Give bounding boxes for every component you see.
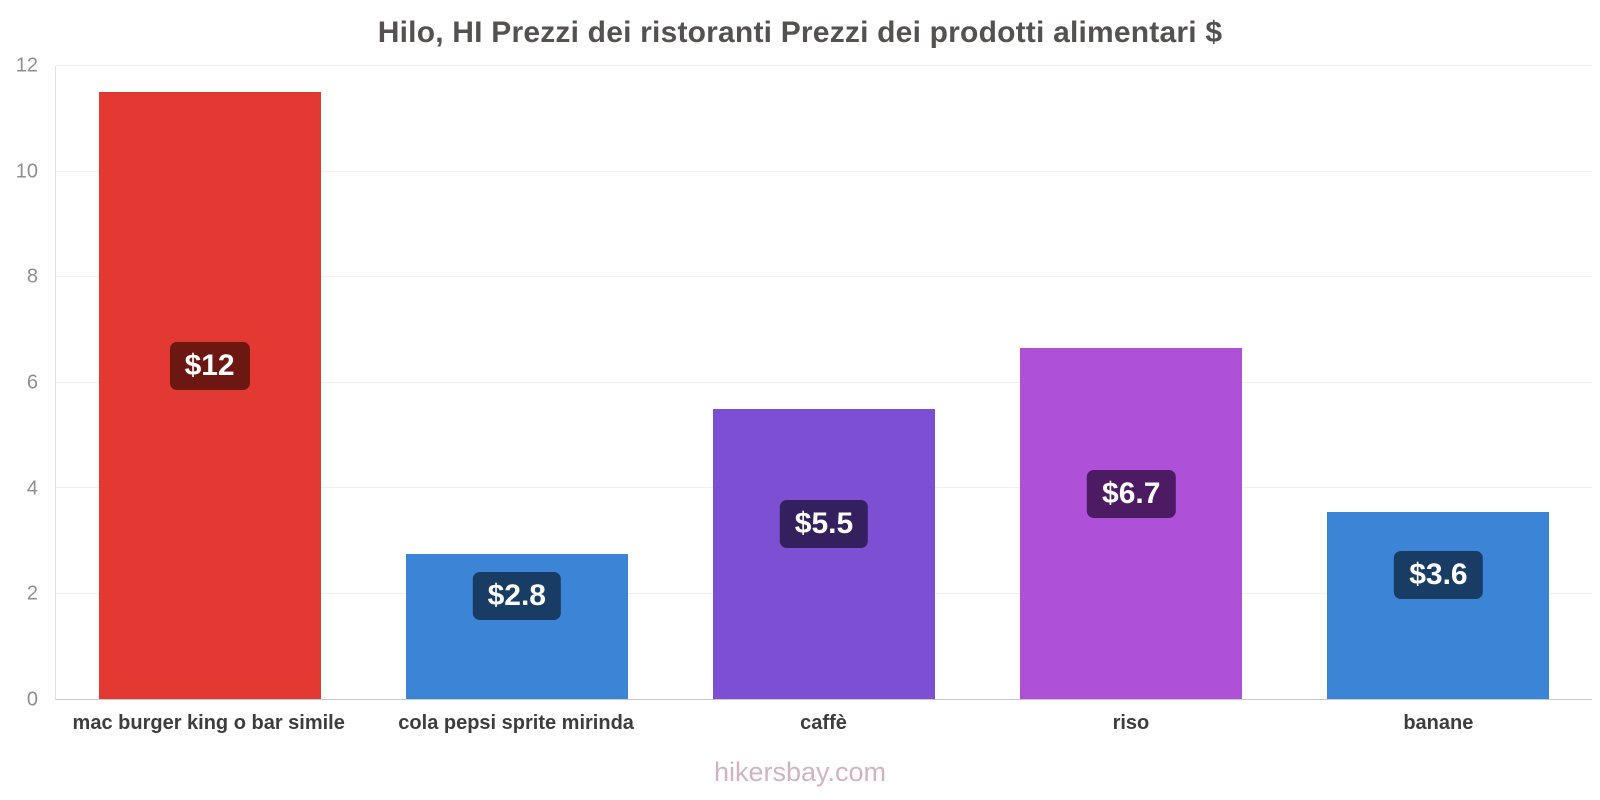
- bar: $5.5: [713, 408, 935, 699]
- bar-value-label: $12: [169, 341, 250, 390]
- y-axis: 0 2 4 6 8 10 12: [0, 55, 48, 711]
- y-tick-label: 8: [26, 265, 38, 288]
- gridline: [56, 276, 1592, 277]
- x-axis-labels: mac burger king o bar simile cola pepsi s…: [55, 712, 1592, 735]
- gridline: [56, 65, 1592, 66]
- bar-value-label: $2.8: [472, 572, 561, 621]
- x-axis-label: banane: [1403, 712, 1474, 734]
- y-tick-label: 10: [15, 160, 38, 183]
- chart-title: Hilo, HI Prezzi dei ristoranti Prezzi de…: [377, 16, 1223, 49]
- bar-column: $3.6: [1285, 66, 1592, 699]
- bar-value-label: $3.6: [1394, 551, 1483, 600]
- bar-column: $12: [56, 66, 363, 699]
- bar-column: $2.8: [363, 66, 670, 699]
- bar: $12: [98, 92, 321, 699]
- bar-value-label: $6.7: [1087, 469, 1176, 518]
- gridline: [56, 170, 1592, 172]
- y-tick-label: 12: [15, 54, 38, 77]
- gridline: [56, 381, 1592, 383]
- bar: $2.8: [405, 553, 628, 699]
- footer-watermark: hikersbay.com: [713, 757, 887, 787]
- y-tick-label: 4: [26, 477, 38, 500]
- bar-column: $5.5: [670, 66, 977, 699]
- bar-column: $6.7: [978, 66, 1285, 699]
- bar: $6.7: [1020, 348, 1243, 699]
- bars-container: $12 $2.8 $5.5 $6.7 $3.6: [56, 66, 1592, 699]
- bar: $3.6: [1327, 511, 1550, 699]
- y-tick-label: 2: [26, 582, 38, 605]
- y-tick-label: 6: [26, 371, 38, 394]
- x-axis-label: riso: [1112, 712, 1150, 734]
- x-axis-label: mac burger king o bar simile: [72, 712, 345, 734]
- bar-value-label: $5.5: [779, 499, 869, 548]
- plot-area: $12 $2.8 $5.5 $6.7 $3.6: [55, 65, 1592, 700]
- x-axis-label: cola pepsi sprite mirinda: [398, 712, 634, 734]
- x-axis-label: caffè: [800, 712, 847, 734]
- y-tick-label: 0: [26, 688, 38, 711]
